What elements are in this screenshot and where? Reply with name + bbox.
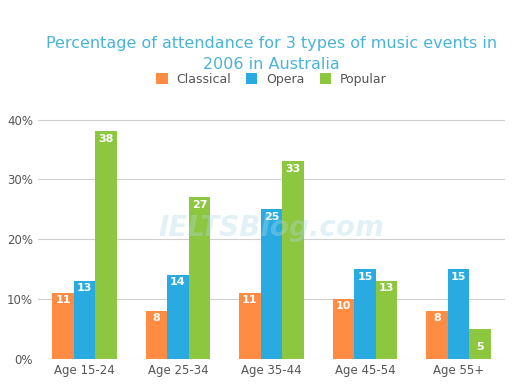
Text: 38: 38	[98, 134, 114, 144]
Text: 33: 33	[285, 164, 301, 174]
Text: 15: 15	[357, 271, 373, 281]
Title: Percentage of attendance for 3 types of music events in
2006 in Australia: Percentage of attendance for 3 types of …	[46, 36, 497, 72]
Bar	[333, 299, 354, 359]
Text: 13: 13	[379, 283, 394, 293]
Bar	[146, 311, 167, 359]
Bar	[354, 269, 376, 359]
Bar	[189, 197, 210, 359]
Text: 8: 8	[153, 313, 160, 323]
Bar	[447, 269, 469, 359]
Text: 27: 27	[191, 200, 207, 210]
Legend: Classical, Opera, Popular: Classical, Opera, Popular	[152, 68, 391, 91]
Text: 5: 5	[476, 342, 484, 352]
Bar	[282, 161, 304, 359]
Bar	[52, 293, 74, 359]
Text: 11: 11	[242, 295, 258, 305]
Text: IELTSBlog.com: IELTSBlog.com	[159, 214, 385, 242]
Text: 13: 13	[77, 283, 92, 293]
Bar	[261, 209, 282, 359]
Bar	[167, 275, 189, 359]
Bar	[95, 131, 117, 359]
Text: 8: 8	[433, 313, 441, 323]
Text: 10: 10	[336, 301, 351, 311]
Text: 15: 15	[451, 271, 466, 281]
Bar	[376, 281, 397, 359]
Bar	[74, 281, 95, 359]
Bar	[426, 311, 447, 359]
Text: 11: 11	[55, 295, 71, 305]
Text: 14: 14	[170, 278, 186, 288]
Bar	[239, 293, 261, 359]
Text: 25: 25	[264, 212, 279, 222]
Bar	[469, 329, 490, 359]
